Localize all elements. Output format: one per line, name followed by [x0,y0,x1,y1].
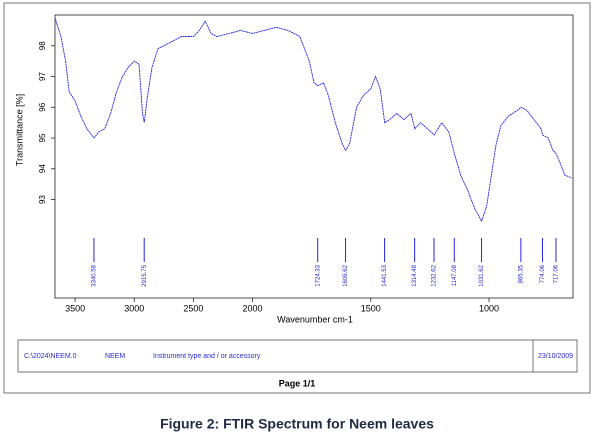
peak-label: 2915.75 [142,264,148,286]
y-axis-label: Transmittance [%] [14,94,24,166]
x-tick-label: 1500 [361,303,381,313]
y-tick-label: 98 [38,41,47,50]
peak-label: 1147.08 [452,264,458,286]
y-tick-label: 97 [38,72,47,81]
caption: Figure 2: FTIR Spectrum for Neem leaves [160,416,434,432]
footer-date: 23/10/2009 [538,353,573,360]
peak-label: 1724.33 [315,264,321,286]
page-frame [3,2,591,394]
x-tick-label: 2500 [183,303,203,313]
footer-sample: NEEM [105,353,125,360]
peak-label: 717.06 [554,264,560,283]
page-number: Page 1/1 [279,378,316,388]
peak-label: 1232.62 [432,264,438,286]
y-tick-label: 94 [38,164,47,173]
peak-label: 1314.48 [412,264,418,286]
footer-file: C:\2024\NEEM.0 [24,353,77,360]
footer-box [17,339,578,373]
x-tick-label: 3000 [124,303,144,313]
y-tick-label: 96 [38,102,47,111]
x-tick-label: 2000 [242,303,262,313]
peak-label: 3340.58 [92,264,98,286]
y-tick-label: 93 [38,195,47,204]
x-tick-label: 1000 [479,303,499,313]
peak-label: 1031.62 [479,264,485,286]
plot-frame [54,14,574,299]
x-axis-label: Wavenumber cm-1 [277,314,353,324]
spectrum-line [54,17,572,223]
peak-label: 774.06 [540,264,546,283]
x-tick-label: 3500 [65,303,85,313]
footer-instrument: Instrument type and / or accessory [153,353,261,360]
peak-label: 865.35 [518,264,524,283]
peak-label: 1441.53 [382,264,388,286]
y-tick-label: 95 [38,133,47,142]
peak-label: 1606.62 [343,264,349,286]
